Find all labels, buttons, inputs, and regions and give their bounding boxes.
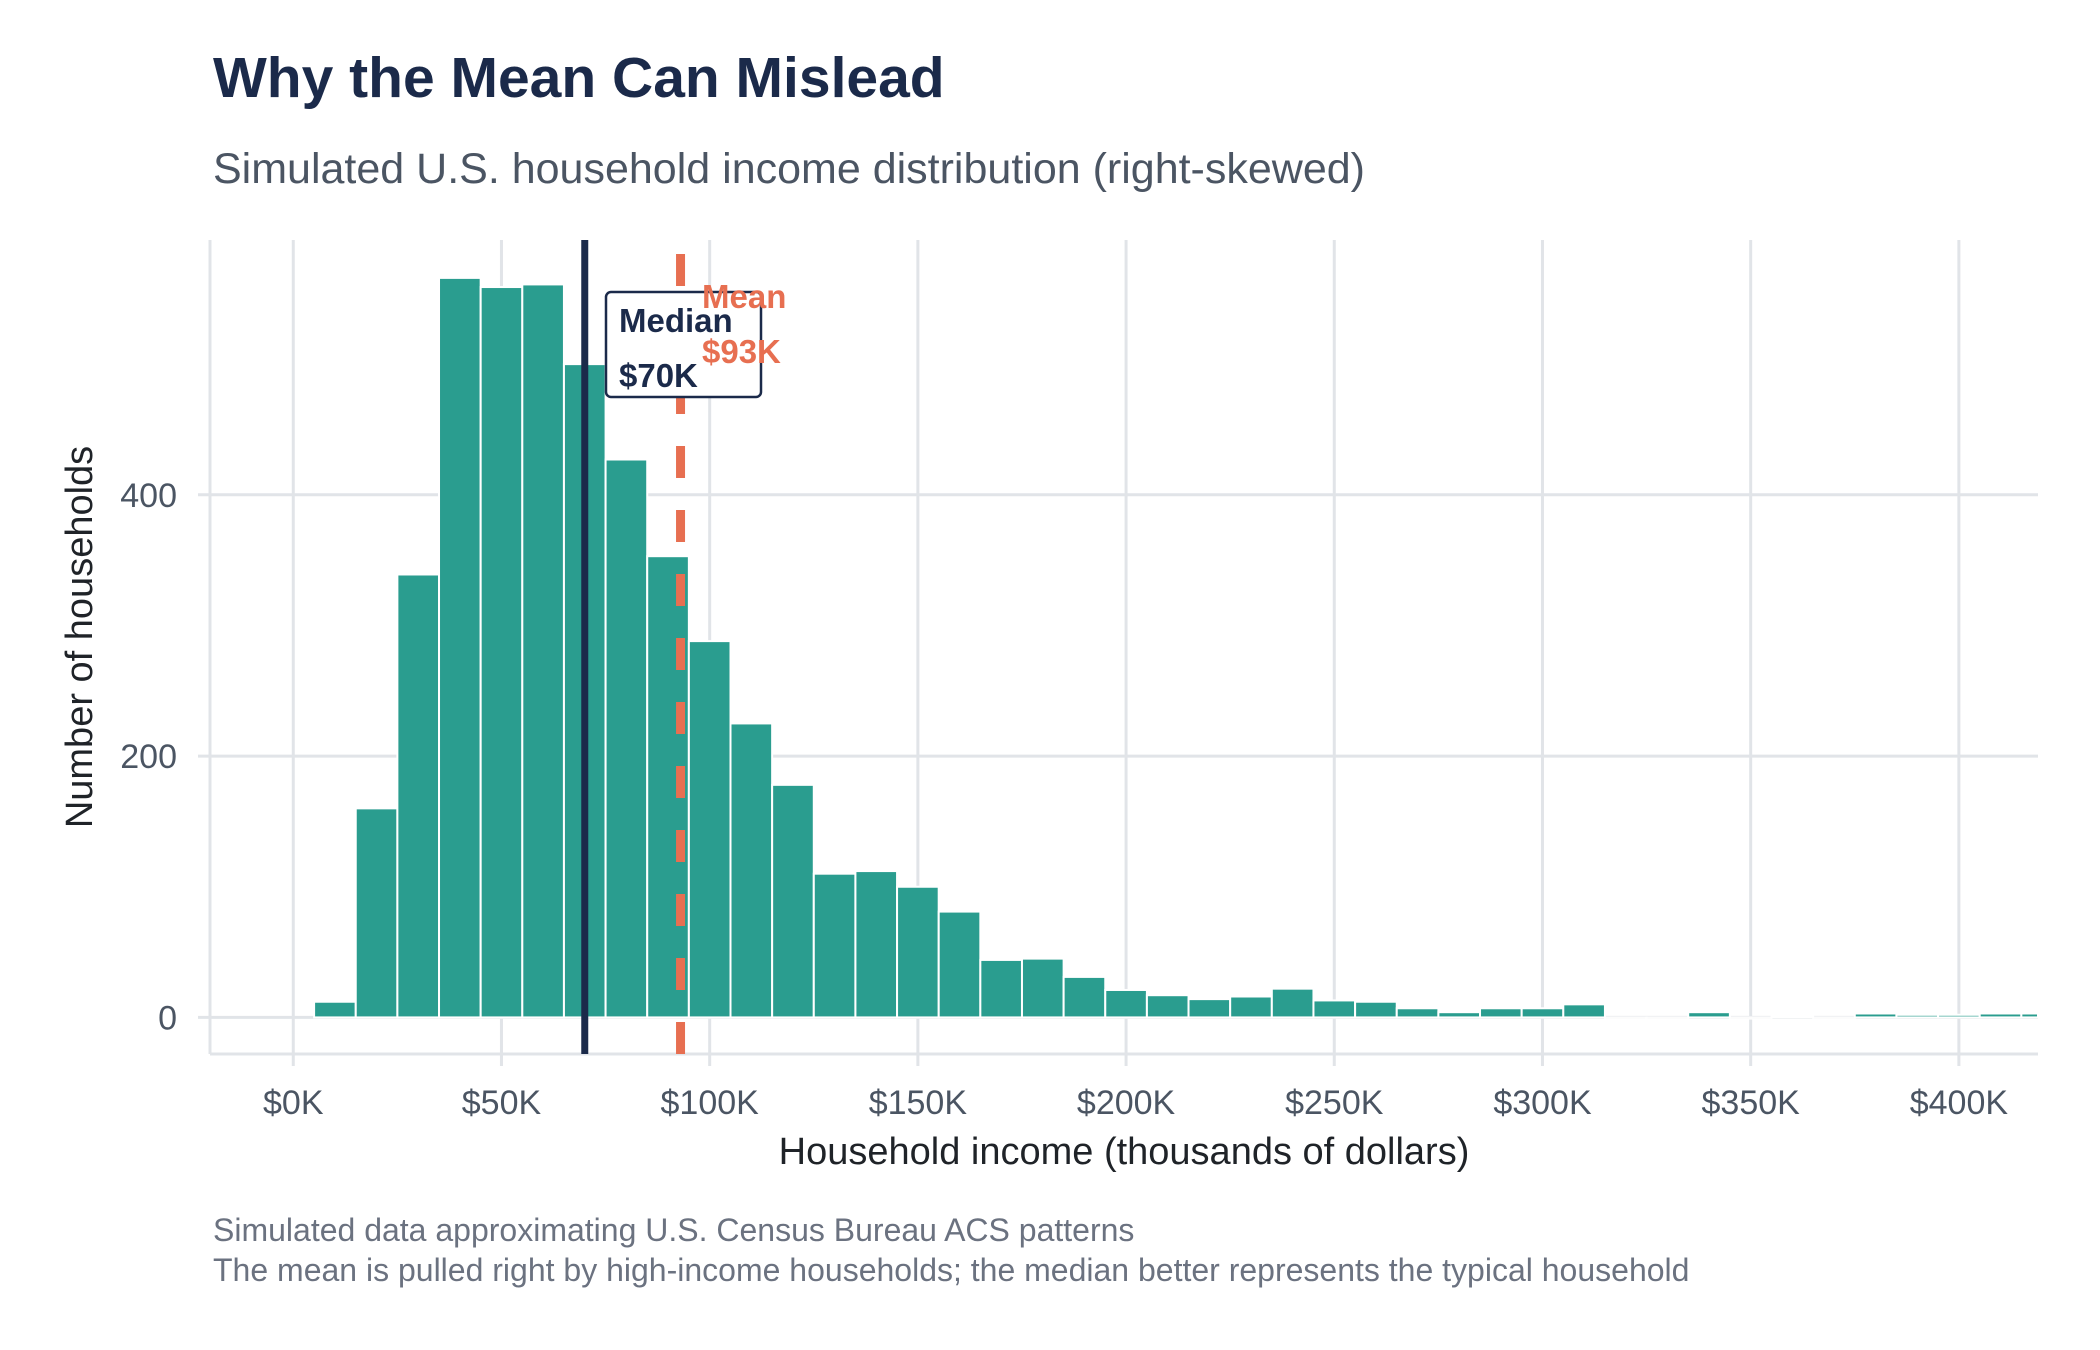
histogram-bar — [396, 573, 441, 1019]
y-tick-label: 200 — [120, 738, 177, 776]
axes — [208, 240, 2038, 1056]
histogram-bar — [812, 872, 857, 1019]
histogram-bar — [1062, 975, 1107, 1019]
histogram-bar — [354, 807, 399, 1019]
mean-label-value: $93K — [702, 333, 781, 370]
histogram-bar — [1978, 1012, 2023, 1019]
histogram-bar — [479, 286, 524, 1019]
histogram-bar — [1187, 998, 1232, 1019]
histogram-bar — [604, 458, 649, 1019]
x-tick-label: $300K — [1493, 1084, 1592, 1122]
histogram-bar — [771, 783, 815, 1019]
histogram-bar — [1145, 994, 1190, 1019]
caption-line-2: The mean is pulled right by high-income … — [213, 1252, 1690, 1288]
histogram-bar — [1354, 1000, 1398, 1019]
histogram-bar — [1853, 1012, 1898, 1019]
reference-lines — [581, 240, 686, 1054]
median-label-box — [604, 290, 763, 399]
histogram-bar — [313, 1000, 357, 1019]
histogram-bar — [1229, 995, 1273, 1019]
x-tick-label: $100K — [661, 1084, 760, 1122]
histogram-bar — [854, 870, 899, 1019]
y-tick-label: 0 — [158, 999, 177, 1037]
histogram-bar — [1562, 1003, 1606, 1019]
histogram-bar — [1312, 999, 1357, 1019]
histogram-bar — [521, 283, 565, 1019]
histogram-bar — [1520, 1007, 1565, 1019]
histogram-bar — [979, 958, 1023, 1019]
histogram-bar — [896, 885, 940, 1019]
mean-label-title: Mean — [702, 278, 786, 315]
histogram-bar — [1395, 1007, 1440, 1019]
histogram-bar — [1479, 1007, 1523, 1019]
chart-subtitle: Simulated U.S. household income distribu… — [213, 145, 1365, 193]
x-tick-label: $0K — [263, 1084, 324, 1122]
x-tick-label: $200K — [1077, 1084, 1176, 1122]
histogram-bar — [1270, 987, 1315, 1019]
annotations: Median $70K Mean $93K — [604, 278, 786, 399]
x-tick-label: $350K — [1702, 1084, 1801, 1122]
x-tick-label: $250K — [1285, 1084, 1384, 1122]
histogram-bar — [1770, 1015, 1815, 1019]
x-tick-label: $400K — [1910, 1084, 2009, 1122]
y-axis-title: Number of households — [59, 446, 101, 828]
histogram-bar — [729, 722, 774, 1019]
chart-title: Why the Mean Can Mislead — [213, 46, 945, 110]
x-axis-title: Household income (thousands of dollars) — [779, 1131, 1470, 1173]
histogram-bar — [687, 640, 732, 1019]
histogram-bar — [1728, 1016, 1773, 1020]
histogram-bars — [313, 276, 2040, 1020]
histogram-bar — [1437, 1011, 1482, 1019]
histogram-bar — [937, 910, 982, 1019]
histogram-bar — [1645, 1016, 1690, 1020]
histogram-bar — [1020, 957, 1065, 1019]
median-label-title: Median — [619, 302, 733, 339]
histogram-bar — [2020, 1012, 2040, 1019]
histogram-bar — [438, 276, 482, 1019]
histogram-bar — [1104, 988, 1148, 1019]
x-tick-label: $50K — [462, 1084, 542, 1122]
histogram-bar — [1895, 1013, 1940, 1019]
x-tick-label: $150K — [869, 1084, 968, 1122]
caption-line-1: Simulated data approximating U.S. Census… — [213, 1212, 1135, 1248]
histogram-bar — [1937, 1013, 1981, 1019]
histogram-bar — [1603, 1016, 1648, 1020]
y-tick-label: 400 — [120, 477, 177, 515]
histogram-bar — [1812, 1016, 1856, 1020]
histogram-bar — [1687, 1011, 1731, 1019]
tick-labels: $0K $50K $100K $150K $200K $250K $300K $350K $40… — [120, 477, 2008, 1122]
median-label-value: $70K — [619, 357, 698, 394]
